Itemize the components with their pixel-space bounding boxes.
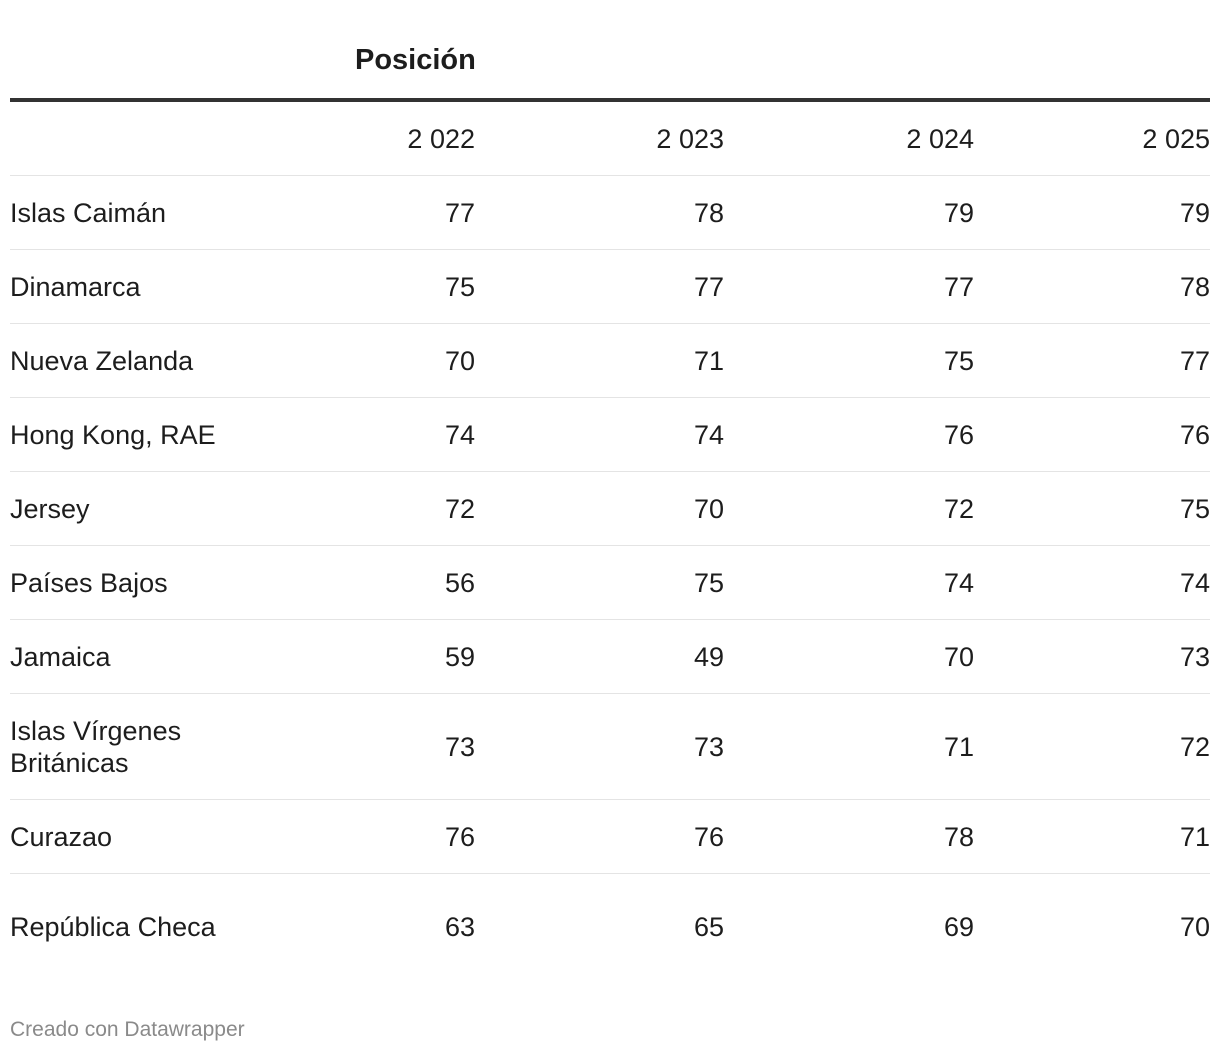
cell-value-2024: 75 xyxy=(943,345,974,376)
table-row: Países Bajos 56 75 74 74 xyxy=(10,546,1210,620)
cell-value-2024: 70 xyxy=(943,641,974,672)
cell-value-2024: 69 xyxy=(943,912,974,942)
cell-value-2022: 72 xyxy=(444,493,475,524)
column-header-2023: 2 023 xyxy=(656,123,724,154)
table-row: Jersey 72 70 72 75 xyxy=(10,472,1210,546)
table-row: República Checa 63 65 69 70 xyxy=(10,874,1210,980)
cell-value-2022: 77 xyxy=(444,197,475,228)
cell-value-2023: 75 xyxy=(693,567,724,598)
table-row: Islas Caimán 77 78 79 79 xyxy=(10,176,1210,250)
column-header-row: 2 022 2 023 2 024 2 025 xyxy=(10,102,1210,176)
cell-value-2024: 71 xyxy=(943,731,974,762)
row-country-name: Dinamarca xyxy=(10,271,141,302)
cell-value-2022: 63 xyxy=(444,912,475,942)
cell-value-2022: 73 xyxy=(444,731,475,762)
row-country-name: Países Bajos xyxy=(10,567,168,598)
cell-value-2023: 77 xyxy=(693,271,724,302)
cell-value-2023: 70 xyxy=(693,493,724,524)
row-country-name: Curazao xyxy=(10,821,113,852)
cell-value-2022: 56 xyxy=(444,567,475,598)
column-header-2024: 2 024 xyxy=(906,123,974,154)
cell-value-2025: 78 xyxy=(1179,271,1210,302)
row-country-name: Jersey xyxy=(10,493,90,524)
cell-value-2022: 74 xyxy=(444,419,475,450)
table-row: Curazao 76 76 78 71 xyxy=(10,800,1210,874)
row-country-name: Hong Kong, RAE xyxy=(10,419,216,450)
column-header-2025: 2 025 xyxy=(1142,123,1210,154)
cell-value-2023: 49 xyxy=(693,641,724,672)
cell-value-2024: 74 xyxy=(943,567,974,598)
cell-value-2023: 71 xyxy=(693,345,724,376)
row-country-name: Islas Caimán xyxy=(10,197,167,228)
row-country-name: República Checa xyxy=(10,912,216,942)
table-row: Dinamarca 75 77 77 78 xyxy=(10,250,1210,324)
cell-value-2022: 75 xyxy=(444,271,475,302)
cell-value-2022: 59 xyxy=(444,641,475,672)
cell-value-2025: 79 xyxy=(1179,197,1210,228)
table-body: Islas Caimán 77 78 79 79 Dinamarca 75 77 77 78 Nue… xyxy=(10,176,1210,980)
footer-credit: Creado con Datawrapper xyxy=(10,1018,245,1041)
cell-value-2025: 74 xyxy=(1179,567,1210,598)
cell-value-2025: 71 xyxy=(1179,821,1210,852)
cell-value-2025: 75 xyxy=(1179,493,1210,524)
cell-value-2024: 79 xyxy=(943,197,974,228)
data-table: Posición 2 022 2 023 2 024 2 025 Islas C… xyxy=(10,0,1210,980)
cell-value-2025: 72 xyxy=(1179,731,1210,762)
row-country-name: Nueva Zelanda xyxy=(10,345,194,376)
table-row: Islas Vírgenes Británicas 73 73 71 72 xyxy=(10,694,1210,800)
cell-value-2023: 65 xyxy=(693,912,724,942)
cell-value-2025: 76 xyxy=(1179,419,1210,450)
table-group-header: Posición xyxy=(10,0,1210,102)
cell-value-2025: 77 xyxy=(1179,345,1210,376)
cell-value-2025: 73 xyxy=(1179,641,1210,672)
column-header-2022: 2 022 xyxy=(407,123,475,154)
cell-value-2022: 76 xyxy=(444,821,475,852)
row-country-name: Islas Vírgenes Británicas xyxy=(10,715,182,778)
cell-value-2025: 70 xyxy=(1179,912,1210,942)
table-row: Hong Kong, RAE 74 74 76 76 xyxy=(10,398,1210,472)
cell-value-2023: 76 xyxy=(693,821,724,852)
row-country-name: Jamaica xyxy=(10,641,111,672)
cell-value-2023: 74 xyxy=(693,419,724,450)
cell-value-2023: 73 xyxy=(693,731,724,762)
cell-value-2023: 78 xyxy=(693,197,724,228)
cell-value-2022: 70 xyxy=(444,345,475,376)
cell-value-2024: 76 xyxy=(943,419,974,450)
cell-value-2024: 77 xyxy=(943,271,974,302)
cell-value-2024: 78 xyxy=(943,821,974,852)
table-row: Jamaica 59 49 70 73 xyxy=(10,620,1210,694)
group-header-title: Posición xyxy=(355,44,476,76)
table-row: Nueva Zelanda 70 71 75 77 xyxy=(10,324,1210,398)
cell-value-2024: 72 xyxy=(943,493,974,524)
